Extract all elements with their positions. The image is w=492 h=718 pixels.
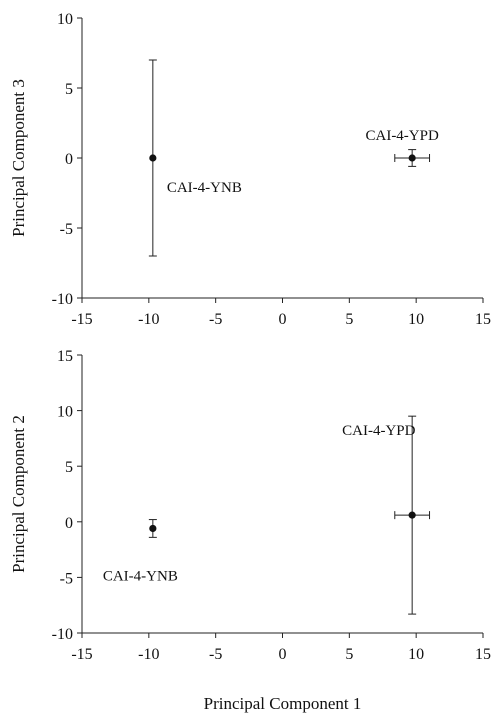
point-label: CAI-4-YPD	[342, 423, 415, 439]
point-label: CAI-4-YPD	[365, 128, 438, 144]
point-label: CAI-4-YNB	[167, 180, 242, 196]
x-tick-label: 5	[345, 646, 353, 663]
y-tick-label: 0	[65, 151, 73, 168]
x-tick-label: -15	[71, 646, 92, 663]
y-tick-label: -10	[52, 626, 73, 643]
data-point	[408, 511, 416, 519]
x-tick-label: 15	[475, 646, 491, 663]
y-tick-label: -5	[60, 570, 73, 587]
y-tick-label: 5	[65, 459, 73, 476]
y-tick-label: 5	[65, 81, 73, 98]
data-point	[149, 524, 157, 533]
chart-panel-1: 10 5 0 -5 -10 -15 -10 -5 0 5 10 15 Principal Compone…	[9, 11, 491, 328]
y-axis-title: Principal Component 2	[9, 415, 28, 573]
x-tick-label: -10	[138, 311, 159, 328]
data-point	[149, 154, 157, 162]
y-tick-label: -5	[60, 221, 73, 238]
x-tick-label: -5	[209, 311, 222, 328]
x-tick-label: 15	[475, 311, 491, 328]
x-tick-label: -5	[209, 646, 222, 663]
x-tick-label: 10	[408, 311, 424, 328]
data-point	[408, 154, 416, 162]
x-tick-label: 10	[408, 646, 424, 663]
x-tick-label: 5	[345, 311, 353, 328]
x-axis-title: Principal Component 1	[204, 694, 362, 713]
x-tick-label: -15	[71, 311, 92, 328]
y-tick-label: 10	[57, 11, 73, 28]
x-tick-label: 0	[279, 311, 287, 328]
y-tick-label: 0	[65, 515, 73, 532]
x-tick-label: -10	[138, 646, 159, 663]
y-tick-label: 10	[57, 404, 73, 421]
chart-panel-2: 15 10 5 0 -5 -10 -15 -10 -5 0 5 10 15 Principal Compo…	[9, 348, 491, 713]
y-tick-label: -10	[52, 291, 73, 308]
point-label: CAI-4-YNB	[103, 568, 178, 584]
x-tick-label: 0	[279, 646, 287, 663]
y-axis-title: Principal Component 3	[9, 79, 28, 237]
y-tick-label: 15	[57, 348, 73, 365]
